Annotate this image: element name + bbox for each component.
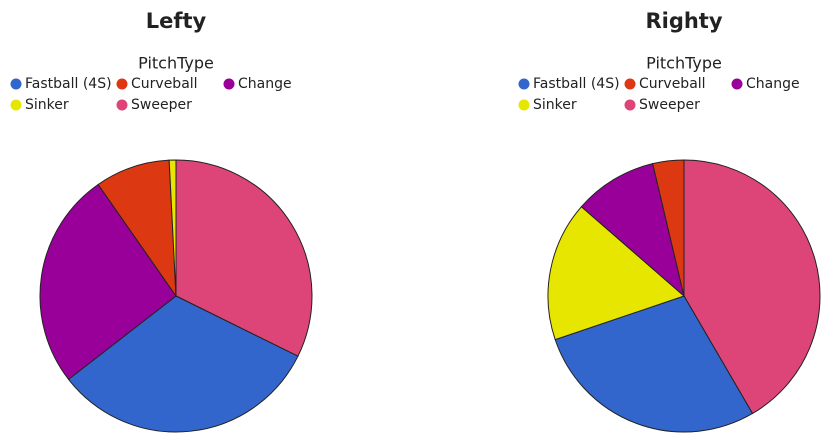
legend-label: Change: [238, 76, 292, 92]
legend-label: Curveball: [639, 76, 706, 92]
pie-slice: [168, 159, 177, 297]
legend-marker: [10, 99, 22, 111]
legend-marker: [624, 99, 636, 111]
pie-slice: [652, 159, 685, 297]
legend-title: PitchType: [138, 54, 214, 73]
legend-marker: [731, 78, 743, 90]
pie-slice: [683, 159, 821, 415]
legend-label: Sinker: [533, 97, 577, 113]
legend-marker: [518, 78, 530, 90]
legend-marker: [10, 78, 22, 90]
pie-slice: [554, 295, 754, 433]
pie-slice: [547, 205, 685, 341]
pie-slice: [580, 163, 685, 298]
legend-label: Change: [746, 76, 800, 92]
chart-title: Lefty: [146, 9, 207, 33]
legend-label: Sinker: [25, 97, 69, 113]
chart-title: Righty: [645, 9, 722, 33]
pie-slice: [175, 159, 313, 357]
legend-marker: [518, 99, 530, 111]
pie-slice: [39, 183, 177, 381]
legend-label: Sweeper: [639, 97, 700, 113]
legend-label: Fastball (4S): [533, 76, 620, 92]
legend-marker: [624, 78, 636, 90]
legend-title: PitchType: [646, 54, 722, 73]
legend-marker: [116, 99, 128, 111]
legend-marker: [116, 78, 128, 90]
legend-marker: [223, 78, 235, 90]
legend-label: Fastball (4S): [25, 76, 112, 92]
pie-slice: [67, 295, 299, 433]
legend-label: Curveball: [131, 76, 198, 92]
legend-label: Sweeper: [131, 97, 192, 113]
